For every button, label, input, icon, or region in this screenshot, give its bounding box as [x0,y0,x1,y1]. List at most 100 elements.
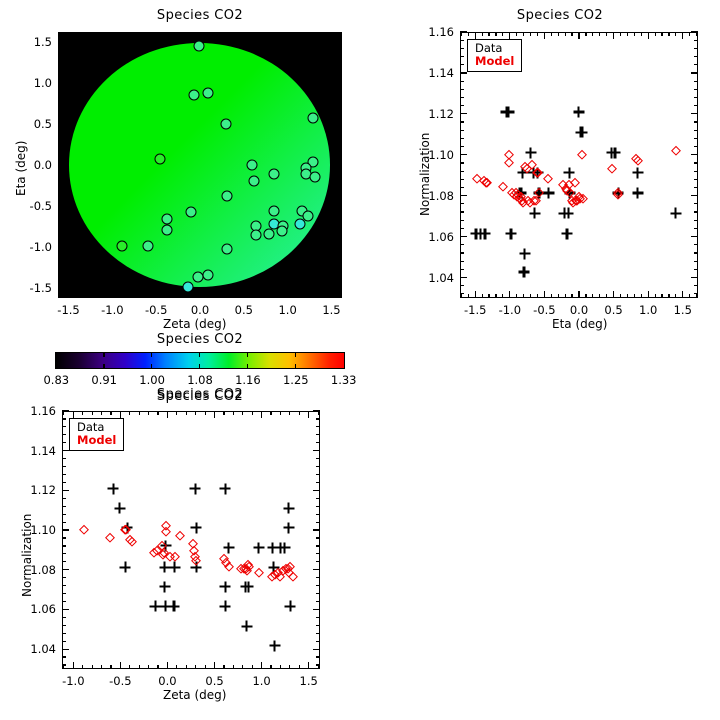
data-marker-plus [168,600,180,612]
colorbar-caption: Species CO2 [156,387,244,402]
zeta-panel-xlabel: Zeta (deg) [163,688,227,702]
eta-panel-xlabel: Eta (deg) [552,317,608,331]
zeta-panel-ylabel: Normalization [20,513,34,597]
data-marker-plus [573,106,585,118]
data-marker-plus [219,483,231,495]
image-marker [307,112,319,124]
model-marker-diamond [670,145,682,156]
data-marker-plus [561,228,573,240]
axis-tick-label: 1.16 [30,404,56,418]
data-marker-plus [518,266,530,278]
image-marker [263,228,275,240]
image-panel-title: Species CO2 [156,8,244,23]
data-marker-plus [505,228,517,240]
data-marker-plus [160,600,172,612]
image-panel-ylabel: Eta (deg) [14,140,28,196]
eta-panel-markers [461,33,697,297]
axis-tick-label: -1.5 [57,303,80,317]
model-marker-diamond [287,571,299,583]
axis-tick-label: 0.0 [33,158,52,172]
model-marker-diamond [606,163,618,174]
image-marker [161,213,173,225]
axis-tick-label: 1.5 [299,674,318,688]
model-marker-diamond [79,524,90,536]
model-marker-diamond [576,149,588,160]
image-marker [250,229,262,241]
data-marker-plus [189,483,201,495]
image-marker [161,224,173,236]
data-marker-plus [219,581,231,593]
colorbar-tick-label: 1.25 [282,373,309,387]
zeta-panel: Species CO2 Data Model -1.0 -0.5 0.0 0.5 1.0… [0,385,400,720]
legend-model-label: Model [475,53,515,68]
image-marker [221,243,233,255]
axis-tick-label: 1.06 [30,602,56,617]
legend-data-label: Data [475,41,503,55]
data-marker-plus [267,542,279,554]
image-marker [309,171,321,183]
data-marker-plus [525,147,537,159]
data-marker-plus [632,187,644,199]
axis-tick-label: 1.14 [428,65,454,80]
axis-tick-label: 1.5 [673,303,692,317]
data-marker-plus [562,207,574,219]
eta-panel: Species CO2 Data Model -1.5 -1.0 -0.5 0.0 0.… [400,0,720,340]
axis-tick-label: 0.0 [190,303,210,317]
axis-tick-label: 1.5 [33,34,52,49]
axis-tick-label: -1.5 [29,281,52,296]
axis-tick-label: 1.16 [428,25,454,39]
axis-tick-label: 1.14 [30,443,56,458]
zeta-panel-frame: Data Model [62,411,320,669]
axis-tick-label: -1.5 [463,303,487,317]
axis-tick-label: 0.0 [569,303,589,317]
data-marker-plus [219,600,231,612]
axis-tick-label: 1.5 [322,303,341,317]
model-marker-diamond [542,173,554,185]
colorbar-tick-label: 1.00 [139,373,165,387]
axis-tick-label: 0.5 [205,674,224,688]
data-marker-plus [563,167,575,179]
model-marker-diamond [253,567,264,579]
data-marker-plus [515,187,527,199]
zeta-panel-markers [63,412,319,668]
data-marker-plus [532,167,544,179]
axis-tick-label: 1.04 [30,642,56,657]
data-marker-plus [242,581,254,593]
axis-tick-label: 1.0 [252,674,271,688]
image-marker [246,159,258,171]
axis-tick-label: -0.5 [109,674,132,688]
colorbar-panel: Species CO2 0.83 0.91 1.00 1.08 1.16 1.25 1.33… [0,330,400,402]
data-marker-plus [283,522,295,534]
eta-panel-ylabel: Normalization [418,132,432,216]
data-marker-plus [284,600,296,612]
axis-tick-label: -0.5 [533,303,556,317]
image-marker [185,206,197,218]
data-marker-plus [160,540,172,552]
data-marker-plus [632,167,644,179]
data-marker-plus [529,207,541,219]
axis-tick-label: 1.08 [30,562,56,577]
axis-tick-label: 1.08 [428,188,454,203]
data-marker-plus [190,522,202,534]
axis-tick-label: 1.12 [30,483,56,498]
data-marker-plus [114,502,126,514]
image-marker [221,190,233,202]
eta-panel-title: Species CO2 [516,8,604,23]
axis-tick-label: 0.5 [234,303,253,317]
image-marker [202,87,214,99]
image-panel-frame [58,32,342,298]
data-marker-plus [119,561,131,573]
axis-tick-label: 1.06 [428,229,454,244]
data-marker-plus [159,581,171,593]
data-marker-plus [612,187,624,199]
data-marker-plus [543,187,555,199]
image-marker [154,153,166,165]
data-marker-plus [149,600,161,612]
axis-tick-label: -1.0 [101,303,124,317]
image-marker [142,240,154,252]
model-marker-diamond [498,181,509,193]
eta-panel-legend: Data Model [467,39,523,72]
colorbar-tick-label: 0.83 [43,373,70,387]
image-marker [302,210,314,222]
image-marker [116,240,128,252]
